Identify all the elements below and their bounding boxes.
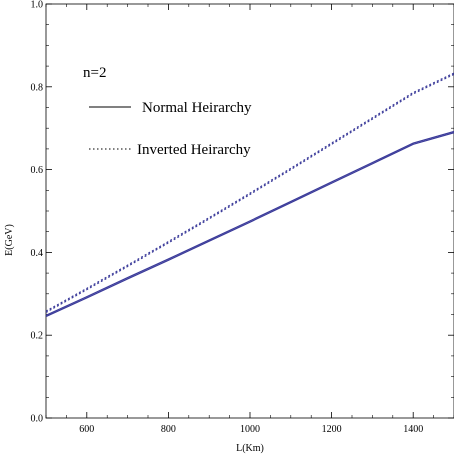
x-tick-label: 800 xyxy=(161,424,176,435)
y-tick-label: 1.0 xyxy=(31,0,44,11)
y-tick-label: 0.8 xyxy=(31,82,44,93)
series-line-inverted xyxy=(45,72,454,312)
legend-label-normal: Normal Heirarchy xyxy=(142,100,252,116)
x-tick-label: 1400 xyxy=(403,424,423,435)
series-line-inverted xyxy=(45,73,454,313)
legend: Normal Heirarchy Inverted Heirarchy xyxy=(89,100,252,158)
y-axis-label: E(GeV) xyxy=(4,224,15,256)
y-tick-label: 0.4 xyxy=(31,248,44,259)
y-tick-label: 0.0 xyxy=(31,414,44,425)
x-axis-label: L(Km) xyxy=(236,443,264,454)
series-line-normal xyxy=(45,130,454,316)
axis-tick-labels: 600 800 1000 1200 1400 0.0 0.2 0.4 0.6 0.8 1.0 xyxy=(31,0,424,435)
x-tick-label: 1000 xyxy=(240,424,260,435)
axis-ticks xyxy=(45,3,454,419)
plot-frame xyxy=(45,3,454,419)
y-tick-label: 0.2 xyxy=(31,331,44,342)
series-lines xyxy=(45,72,454,318)
series-line-normal xyxy=(45,132,454,318)
legend-label-inverted: Inverted Heirarchy xyxy=(137,142,251,158)
x-tick-label: 600 xyxy=(79,424,94,435)
x-tick-label: 1200 xyxy=(322,424,342,435)
y-tick-label: 0.6 xyxy=(31,165,44,176)
annotation-text: n=2 xyxy=(83,65,106,81)
